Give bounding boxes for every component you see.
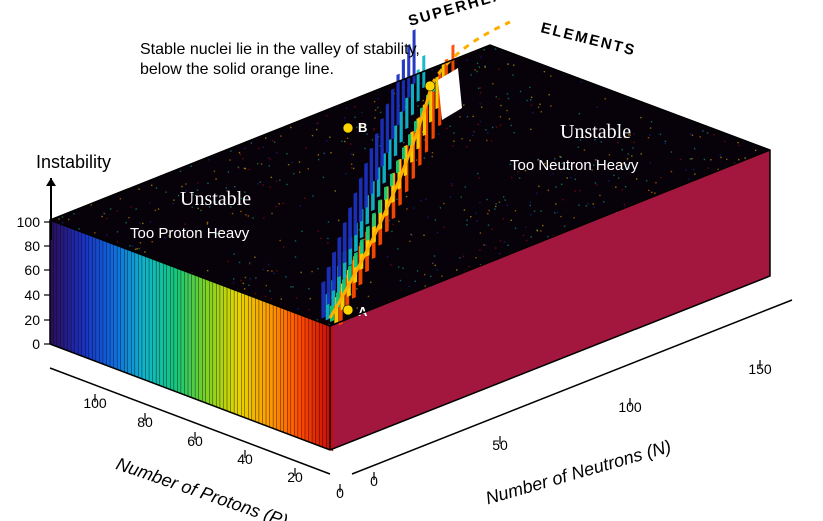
label-neutron-heavy: Too Neutron Heavy (510, 157, 639, 174)
n-tick: 0 (370, 473, 378, 489)
z-axis-title: Instability (36, 152, 111, 172)
point-c (425, 81, 435, 91)
label-proton-heavy: Too Proton Heavy (130, 225, 250, 242)
p-tick: 40 (237, 451, 253, 467)
p-tick: 20 (287, 469, 303, 485)
p-tick: 0 (336, 485, 344, 501)
n-tick: 150 (748, 361, 772, 377)
n-tick: 100 (618, 399, 642, 415)
p-tick: 60 (187, 433, 203, 449)
label-elements: ELEMENTS (539, 19, 638, 59)
point-a (343, 305, 353, 315)
caption-line-2: below the solid orange line. (140, 61, 334, 78)
caption-line-1: Stable nuclei lie in the valley of stabi… (140, 41, 420, 58)
point-label-c: C (440, 74, 450, 89)
label-superheavy: SUPERHEAVY (406, 0, 528, 30)
n-tick: 50 (492, 437, 508, 453)
z-tick: 20 (24, 312, 40, 328)
label-unstable-left: Unstable (180, 188, 251, 210)
z-tick: 40 (24, 287, 40, 303)
label-unstable-right: Unstable (560, 121, 631, 143)
n-axis-title: Number of Neutrons (N) (483, 436, 673, 508)
p-axis-title: Number of Protons (P) (114, 454, 291, 521)
p-tick: 80 (137, 414, 153, 430)
z-tick: 60 (24, 262, 40, 278)
z-tick: 0 (32, 336, 40, 352)
point-b (343, 123, 353, 133)
z-tick: 100 (17, 214, 41, 230)
p-tick: 100 (83, 395, 107, 411)
point-label-b: B (358, 120, 367, 135)
z-tick: 80 (24, 238, 40, 254)
